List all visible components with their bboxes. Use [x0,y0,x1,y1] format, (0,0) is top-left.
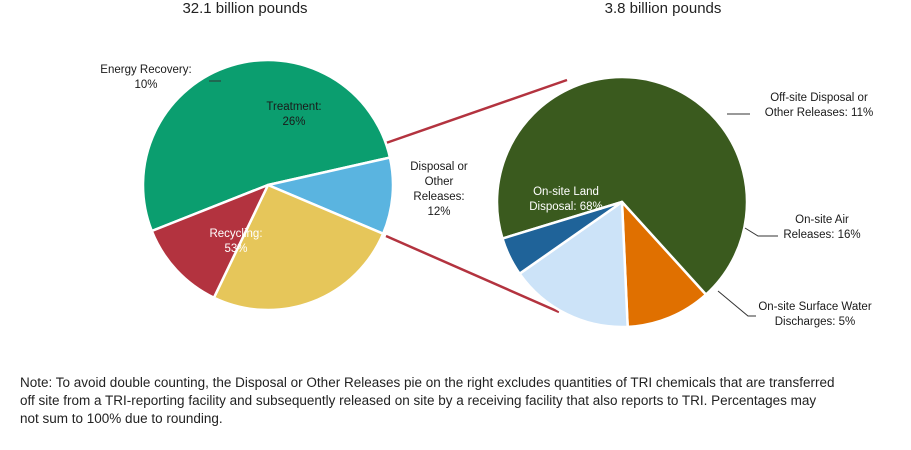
land-disposal-label: On-site Land Disposal: 68% [529,186,603,213]
right-slice-on-site-air-releases [518,200,629,329]
leader-line-air [744,227,778,237]
left-slice-recycling [141,58,392,233]
left-slice-disposal-or-other-releases [150,183,270,299]
left-pie-title: 32.1 billion pounds [182,0,308,17]
leader-line-water [717,290,756,317]
footnote: Note: To avoid double counting, the Disp… [20,374,911,428]
footnote-line-3: not sum to 100% due to rounding. [20,411,223,426]
right-slice-on-site-surface-water-discharges [501,200,624,275]
pie-of-pie-chart: 32.1 billion pounds 3.8 billion pounds E… [100,0,874,329]
offsite-disposal-label: Off-site Disposal or Other Releases: 11% [764,92,874,119]
air-releases-label: On-site Air Releases: 16% [783,214,861,241]
recycling-label: Recycling: 53% [209,228,263,255]
footnote-line-1: Note: To avoid double counting, the Disp… [20,375,835,390]
surface-water-label: On-site Surface Water Discharges: 5% [758,301,872,328]
disposal-label: Disposal or Other Releases: 12% [410,161,468,218]
right-pie-title: 3.8 billion pounds [604,0,722,17]
left-slice-energy-recovery [266,156,395,235]
connector-line-top [385,78,568,145]
footnote-line-2: off site from a TRI-reporting facility a… [20,393,817,408]
connector-line-bottom [385,234,560,314]
chart-svg [141,58,778,329]
right-slice-off-site-disposal-or-other-releases [620,200,708,329]
right-slice-on-site-land-disposal [495,75,749,296]
treatment-label: Treatment: 26% [266,101,322,128]
left-slice-treatment [212,183,385,312]
energy-recovery-label: Energy Recovery: 10% [100,64,192,91]
